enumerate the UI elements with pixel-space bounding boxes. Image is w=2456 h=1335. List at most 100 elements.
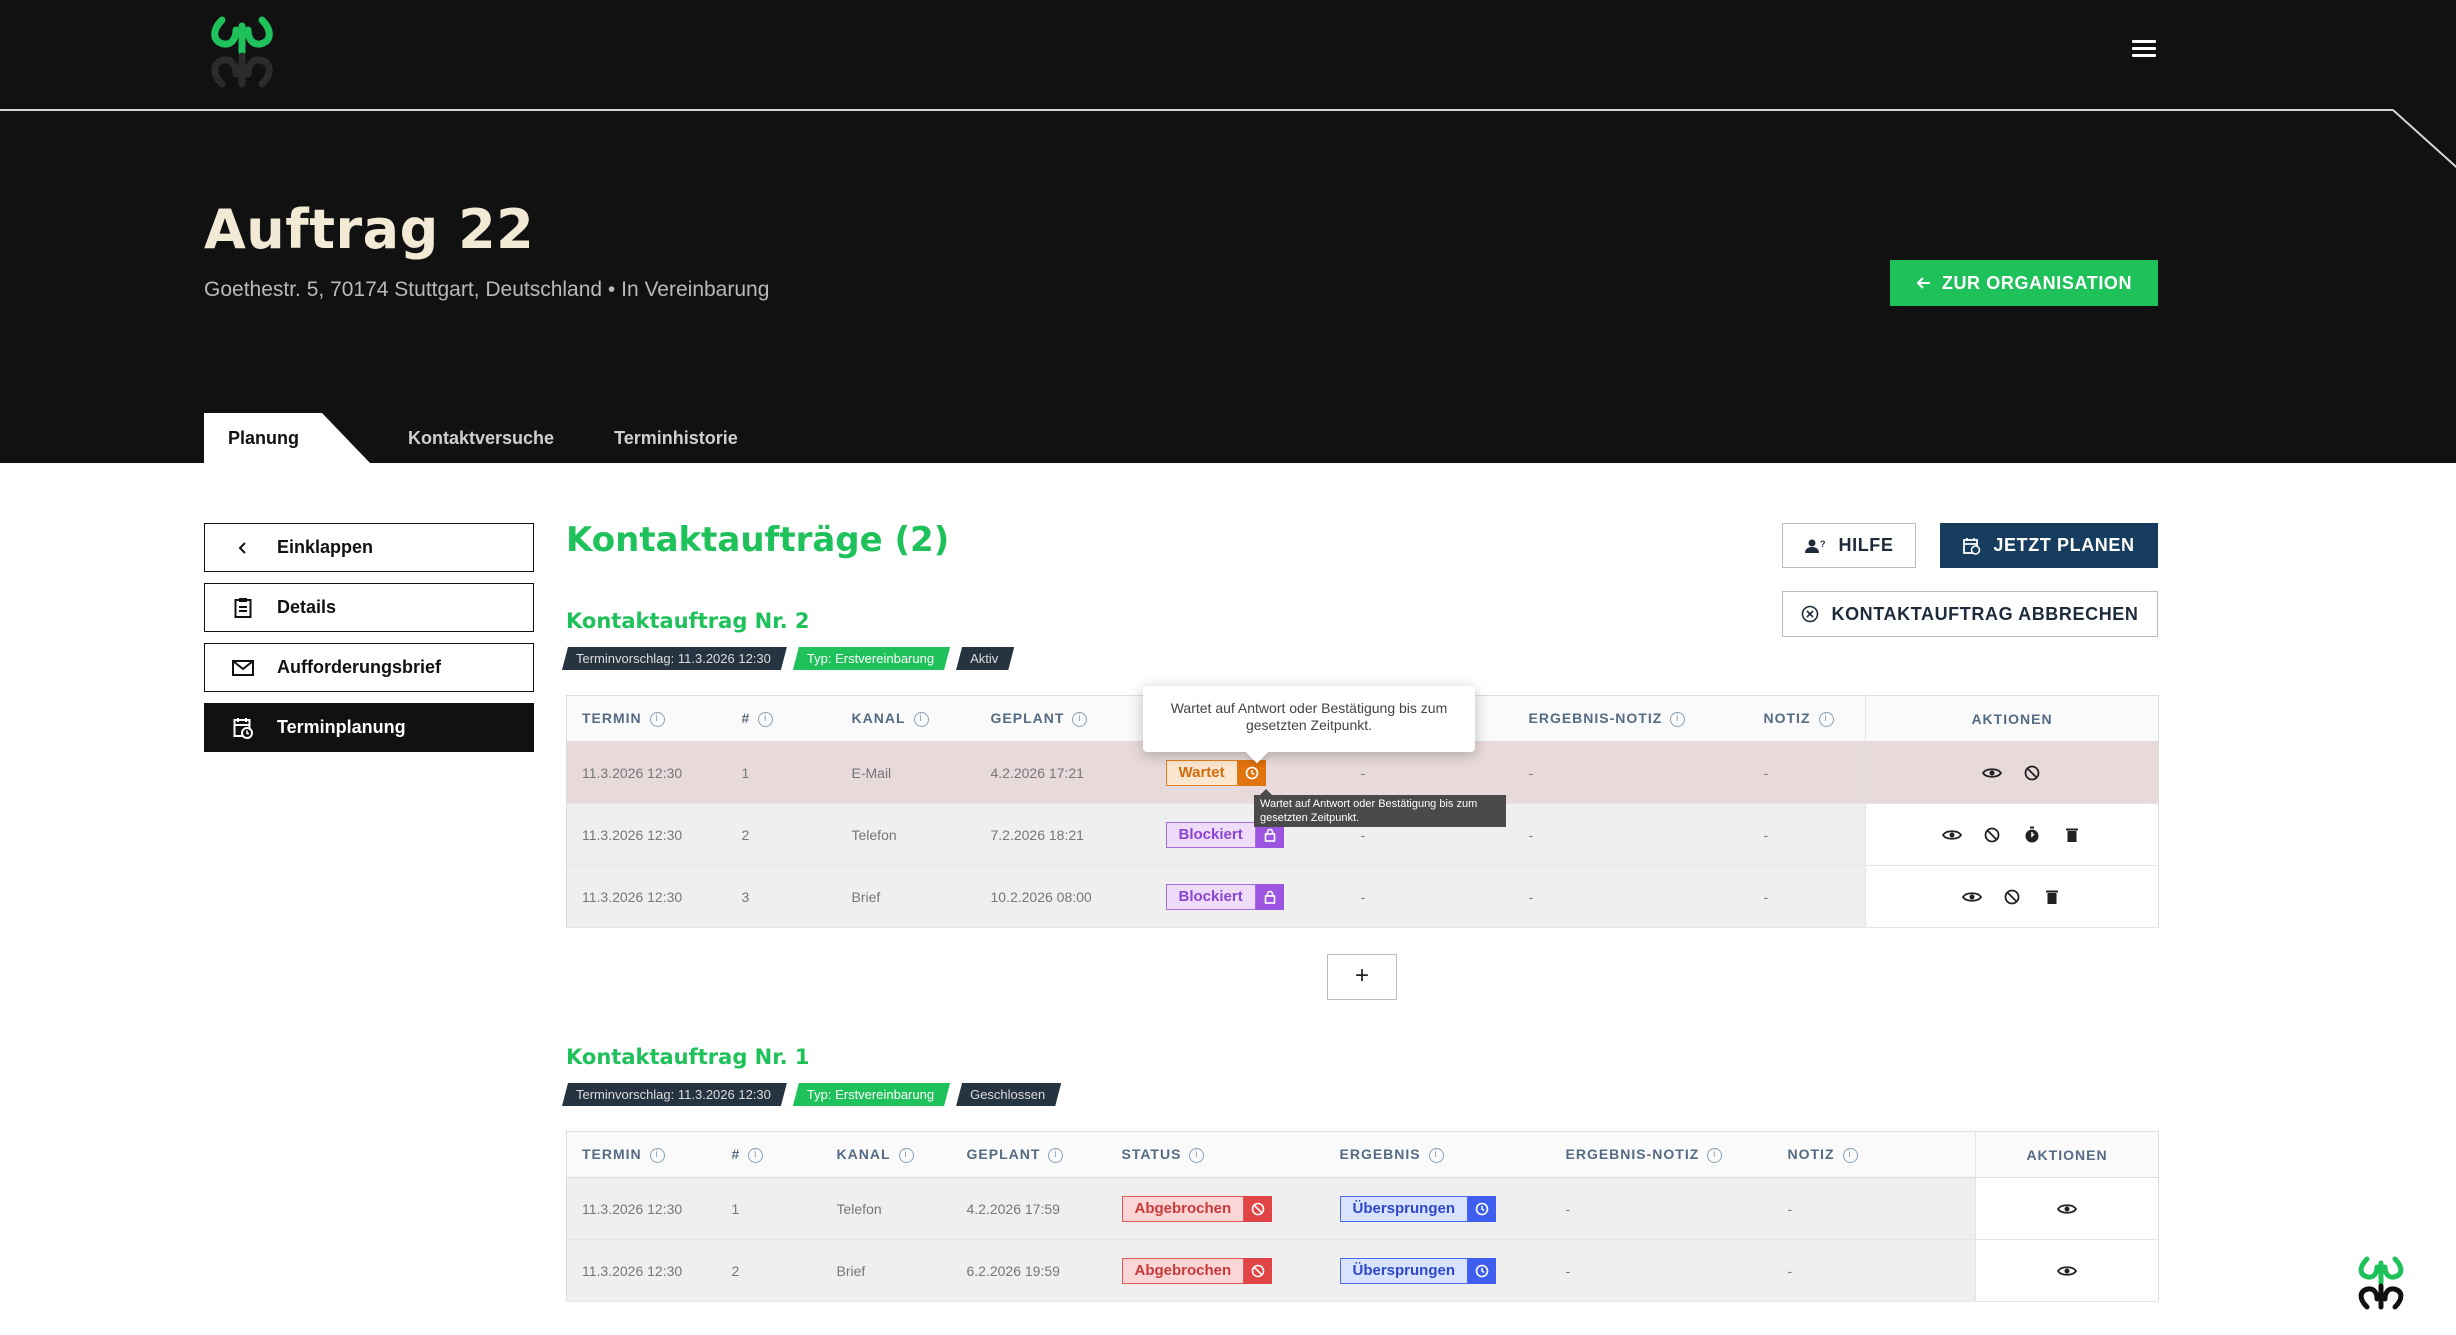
cell-nr: 1 [726, 741, 837, 804]
contact-order-tags: Terminvorschlag: 11.3.2026 12:30 Typ: Er… [562, 647, 1014, 670]
trash-icon[interactable] [2061, 824, 2083, 846]
sidebar-item-terminplanung[interactable]: Terminplanung [204, 703, 534, 752]
info-icon[interactable]: i [758, 711, 774, 727]
tag-type: Typ: Erstvereinbarung [793, 647, 950, 670]
sidebar-item-details[interactable]: Details [204, 583, 534, 632]
sidebar-item-label: Terminplanung [277, 717, 406, 737]
clock-icon[interactable] [1468, 1195, 1497, 1222]
cell-status: Abgebrochen [1106, 1239, 1325, 1302]
info-icon[interactable]: i [748, 1147, 764, 1163]
cell-notiz: - [1772, 1177, 1976, 1240]
info-icon[interactable]: i [1428, 1147, 1444, 1163]
section-title: Kontaktaufträge (2) [566, 520, 950, 560]
plan-now-button[interactable]: JETZT PLANEN [1940, 523, 2158, 568]
clock-icon[interactable] [1468, 1257, 1497, 1284]
info-icon[interactable]: i [1842, 1147, 1858, 1163]
info-icon[interactable]: i [649, 711, 665, 727]
info-icon[interactable]: i [1048, 1147, 1064, 1163]
calendar-clock-icon [231, 716, 255, 740]
chevron-left-icon [231, 536, 255, 560]
col-nr: # i [716, 1131, 822, 1178]
cell-status: Blockiert [1150, 865, 1346, 928]
status-tooltip: Wartet auf Antwort oder Bestätigung bis … [1143, 686, 1475, 752]
close-circle-icon [1802, 605, 1819, 623]
view-eye-icon[interactable] [1981, 762, 2003, 784]
tab-planung[interactable]: Planung [204, 413, 370, 463]
col-notiz: NOTIZ i [1772, 1131, 1976, 1178]
view-eye-icon[interactable] [1941, 824, 1963, 846]
arrow-left-icon [1916, 277, 1930, 289]
page-header: Auftrag 22 Goethestr. 5, 70174 Stuttgart… [0, 0, 2456, 463]
tab-bar: Planung Kontaktversuche Terminhistorie [204, 413, 762, 463]
cell-nr: 2 [716, 1239, 822, 1302]
cancel-icon[interactable] [1244, 1257, 1273, 1284]
info-icon[interactable]: i [1818, 711, 1834, 727]
col-aktionen: AKTIONEN [1975, 1131, 2159, 1178]
tag-proposal: Terminvorschlag: 11.3.2026 12:30 [562, 1083, 787, 1106]
info-icon[interactable]: i [1072, 711, 1088, 727]
sidebar-item-label: Einklappen [277, 537, 374, 557]
tab-kontaktversuche[interactable]: Kontaktversuche [408, 428, 555, 448]
result-badge: Übersprungen [1339, 1257, 1497, 1284]
info-icon[interactable]: i [1670, 711, 1686, 727]
timer-icon[interactable] [2021, 824, 2043, 846]
info-icon[interactable]: i [898, 1147, 914, 1163]
cell-notiz: - [1748, 741, 1866, 804]
cancel-icon[interactable] [1244, 1195, 1273, 1222]
cell-termin: 11.3.2026 12:30 [566, 865, 727, 928]
col-geplant: GEPLANT i [975, 695, 1151, 742]
page-subtitle: Goethestr. 5, 70174 Stuttgart, Deutschla… [204, 278, 770, 301]
help-button[interactable]: ? HILFE [1782, 523, 1916, 568]
cell-ergebnis-notiz: - [1513, 741, 1749, 804]
cell-actions [1865, 803, 2159, 866]
status-tooltip-native: Wartet auf Antwort oder Bestätigung bis … [1254, 789, 1506, 827]
cancel-icon[interactable] [2021, 762, 2043, 784]
col-termin: TERMIN i [566, 1131, 717, 1178]
svg-text:?: ? [1820, 539, 1826, 549]
cell-ergebnis-notiz: - [1513, 803, 1749, 866]
cell-ergebnis: - [1345, 865, 1514, 928]
cancel-icon[interactable] [2001, 886, 2023, 908]
to-organisation-label: ZUR ORGANISATION [1941, 272, 2133, 293]
cancel-icon[interactable] [1981, 824, 2003, 846]
brand-logo[interactable] [202, 12, 282, 92]
info-icon[interactable]: i [1189, 1147, 1205, 1163]
cell-termin: 11.3.2026 12:30 [566, 741, 727, 804]
view-eye-icon[interactable] [2056, 1260, 2078, 1282]
clock-icon[interactable] [1237, 759, 1266, 786]
cell-kanal: Brief [821, 1239, 952, 1302]
table-header: TERMIN i # i KANAL i GEPLANT i STATUS i ERGEB… [566, 1131, 2159, 1178]
cell-ergebnis-notiz: - [1513, 865, 1749, 928]
info-icon[interactable]: i [913, 711, 929, 727]
col-aktionen: AKTIONEN [1865, 695, 2159, 742]
col-kanal: KANAL i [821, 1131, 952, 1178]
contact-order-title: Kontaktauftrag Nr. 2 [566, 609, 810, 633]
floating-logo-button[interactable] [2351, 1253, 2411, 1313]
abort-contact-order-button[interactable]: KONTAKTAUFTRAG ABBRECHEN [1782, 591, 2158, 637]
cell-notiz: - [1772, 1239, 1976, 1302]
tab-terminhistorie[interactable]: Terminhistorie [614, 428, 738, 448]
cell-status: Abgebrochen [1106, 1177, 1325, 1240]
cell-geplant: 4.2.2026 17:59 [951, 1177, 1107, 1240]
trash-icon[interactable] [2041, 886, 2063, 908]
view-eye-icon[interactable] [1961, 886, 1983, 908]
lock-icon[interactable] [1255, 883, 1284, 910]
cell-actions [1865, 741, 2159, 804]
table-row: 11.3.2026 12:30 1 Telefon 4.2.2026 17:59… [566, 1177, 2159, 1240]
info-icon[interactable]: i [1707, 1147, 1723, 1163]
info-icon[interactable]: i [649, 1147, 665, 1163]
sidebar-item-einklappen[interactable]: Einklappen [204, 523, 534, 572]
sidebar-item-aufforderungsbrief[interactable]: Aufforderungsbrief [204, 643, 534, 692]
cell-nr: 3 [726, 865, 837, 928]
cell-kanal: Telefon [821, 1177, 952, 1240]
add-attempt-button[interactable]: + [1327, 954, 1397, 1000]
to-organisation-button[interactable]: ZUR ORGANISATION [1890, 260, 2158, 306]
col-termin: TERMIN i [566, 695, 727, 742]
tag-state: Aktiv [956, 647, 1014, 670]
cell-actions [1865, 865, 2159, 928]
status-badge: Abgebrochen [1121, 1195, 1273, 1222]
view-eye-icon[interactable] [2056, 1198, 2078, 1220]
cell-kanal: E-Mail [836, 741, 976, 804]
plan-now-label: JETZT PLANEN [1993, 535, 2135, 555]
hamburger-menu-icon[interactable] [2132, 40, 2156, 60]
